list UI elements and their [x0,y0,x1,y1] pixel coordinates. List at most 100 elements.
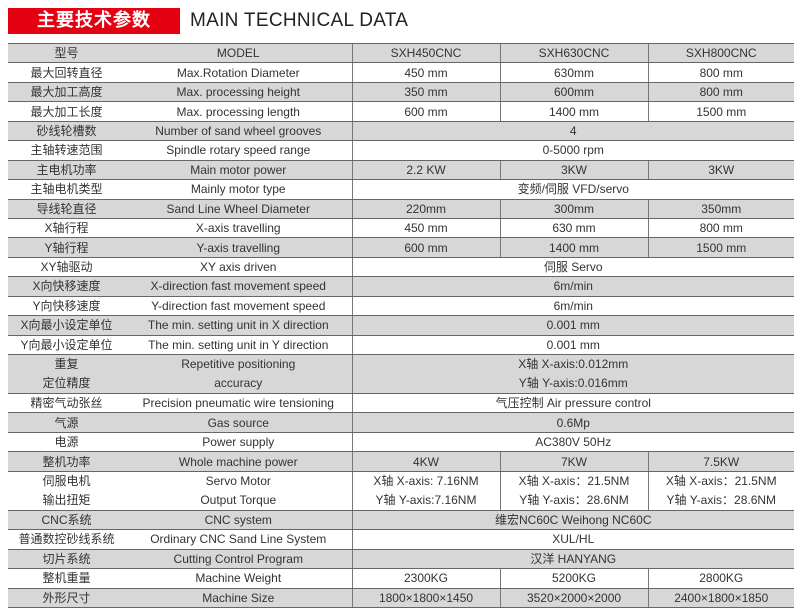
cell-line: Y轴 Y-axis:7.16NM [375,492,477,507]
value-cell-merged: 6m/min [351,276,794,297]
param-en: Number of sand wheel grooves [125,120,352,142]
header-cn: 型号 [8,42,125,64]
header-model: SXH450CNC [351,42,500,64]
table-row: 切片系统 Cutting Control Program 汉洋 HANYANG [8,548,794,570]
cell-line: Output Torque [200,492,277,507]
table-row: CNC系统 CNC system 维宏NC60C Weihong NC60C [8,509,794,531]
cell-line: Y轴 Y-axis:0.016mm [518,376,628,390]
table-row: 整机重量 Machine Weight 2300KG 5200KG 2800KG [8,568,794,589]
table-row: 砂线轮槽数 Number of sand wheel grooves 4 [8,120,794,142]
value-cell: X轴 X-axis：21.5NM Y轴 Y-axis：28.6NM [647,470,794,511]
table-row: 最大加工长度 Max. processing length 600 mm 1400 m… [8,101,794,122]
value-cell-merged: 0.001 mm [351,315,794,336]
value-cell-merged: 6m/min [351,295,794,317]
table-header-row: 型号 MODEL SXH450CNC SXH630CNC SXH800CNC [8,42,794,64]
value-cell: 800 mm [647,81,794,103]
value-cell: 7KW [499,451,648,472]
cell-line: X轴 X-axis:0.012mm [518,357,629,371]
cell-line: 定位精度 [42,376,91,390]
param-cn: 普通数控砂线系统 [8,529,125,550]
value-cell: 350mm [647,198,794,219]
table-row: 气源 Gas source 0.6Mp [8,412,794,433]
table-row: 导线轮直径 Sand Line Wheel Diameter 220mm 300mm 3… [8,198,794,219]
param-cn: 最大回转直径 [8,62,125,83]
param-en: Max.Rotation Diameter [125,62,352,83]
table-row: 普通数控砂线系统 Ordinary CNC Sand Line System XUL… [8,529,794,550]
table-row: 主轴转速范围 Spindle rotary speed range 0-5000 r… [8,140,794,161]
param-cn: 主轴转速范围 [8,140,125,161]
param-en: The min. setting unit in Y direction [125,334,352,356]
param-cn: 最大加工高度 [8,81,125,103]
table-row: Y向最小设定单位 The min. setting unit in Y direc… [8,334,794,356]
table-row: Y向快移速度 Y-direction fast movement speed 6m/… [8,295,794,317]
param-cn: 伺服电机 输出扭矩 [8,470,125,511]
value-cell: 4KW [351,451,500,472]
param-cn: XY轴驱动 [8,256,125,278]
param-cn: Y轴行程 [8,237,125,258]
value-cell: 350 mm [351,81,500,103]
value-cell: 450 mm [351,62,500,83]
param-en: Max. processing length [125,101,352,122]
param-cn: 主电机功率 [8,159,125,181]
value-cell: 600 mm [351,101,500,122]
param-en: Machine Weight [125,568,352,589]
param-en: Y-axis travelling [125,237,352,258]
cell-line: Repetitive positioning [181,357,296,371]
value-cell: 5200KG [499,568,648,589]
param-cn: X向快移速度 [8,276,125,297]
param-cn: 电源 [8,431,125,453]
table-row: 整机功率 Whole machine power 4KW 7KW 7.5KW [8,451,794,472]
cell-line: 伺服电机 [42,473,91,488]
param-cn: 主轴电机类型 [8,179,125,200]
value-cell-merged: 0.6Mp [351,412,794,433]
param-cn: 重复 定位精度 [8,354,125,394]
value-cell-merged: 0.001 mm [351,334,794,356]
cell-line: X轴 X-axis：21.5NM [665,473,777,488]
header-en: MODEL [125,42,352,64]
param-cn: 气源 [8,412,125,433]
cell-line: Y轴 Y-axis：28.6NM [519,492,629,507]
value-cell: 2800KG [647,568,794,589]
param-cn: 整机重量 [8,568,125,589]
title-cn-banner: 主要技术参数 [8,8,180,34]
value-cell: 2.2 KW [351,159,500,181]
param-en: X-direction fast movement speed [125,276,352,297]
param-cn: 导线轮直径 [8,198,125,219]
param-cn: Y向最小设定单位 [8,334,125,356]
param-cn: 切片系统 [8,548,125,570]
header-model: SXH800CNC [647,42,794,64]
param-cn: 整机功率 [8,451,125,472]
param-en: The min. setting unit in X direction [125,315,352,336]
table-row: 最大回转直径 Max.Rotation Diameter 450 mm 630mm 80… [8,62,794,83]
cell-line: accuracy [214,376,263,390]
table-row: 重复 定位精度 Repetitive positioning accuracy X轴 X… [8,354,794,394]
value-cell: 2400×1800×1850 [647,587,794,608]
param-en: Cutting Control Program [125,548,352,570]
value-cell: 1400 mm [499,101,648,122]
value-cell-merged: 0-5000 rpm [351,140,794,161]
table-row: 主电机功率 Main motor power 2.2 KW 3KW 3KW [8,159,794,181]
value-cell-merged: 伺服 Servo [351,256,794,278]
param-en: Mainly motor type [125,179,352,200]
table-row: 外形尺寸 Machine Size 1800×1800×1450 3520×2000×… [8,587,794,608]
value-cell: 3KW [499,159,648,181]
value-cell: 220mm [351,198,500,219]
param-cn: CNC系统 [8,509,125,531]
value-cell: 800 mm [647,62,794,83]
param-cn: 砂线轮槽数 [8,120,125,142]
value-cell: 1800×1800×1450 [351,587,500,608]
cell-line: 输出扭矩 [42,492,91,507]
param-cn: 最大加工长度 [8,101,125,122]
table-row: 主轴电机类型 Mainly motor type 变频/伺服 VFD/servo [8,179,794,200]
value-cell-merged: 维宏NC60C Weihong NC60C [351,509,794,531]
param-en: Whole machine power [125,451,352,472]
value-cell: 800 mm [647,217,794,239]
param-en: Repetitive positioning accuracy [125,354,352,394]
cell-line: X轴 X-axis: 7.16NM [373,473,479,488]
param-cn: 外形尺寸 [8,587,125,608]
value-cell: 1500 mm [647,101,794,122]
param-cn: Y向快移速度 [8,295,125,317]
value-cell: 450 mm [351,217,500,239]
value-cell-merged: 汉洋 HANYANG [351,548,794,570]
table-row: XY轴驱动 XY axis driven 伺服 Servo [8,256,794,278]
